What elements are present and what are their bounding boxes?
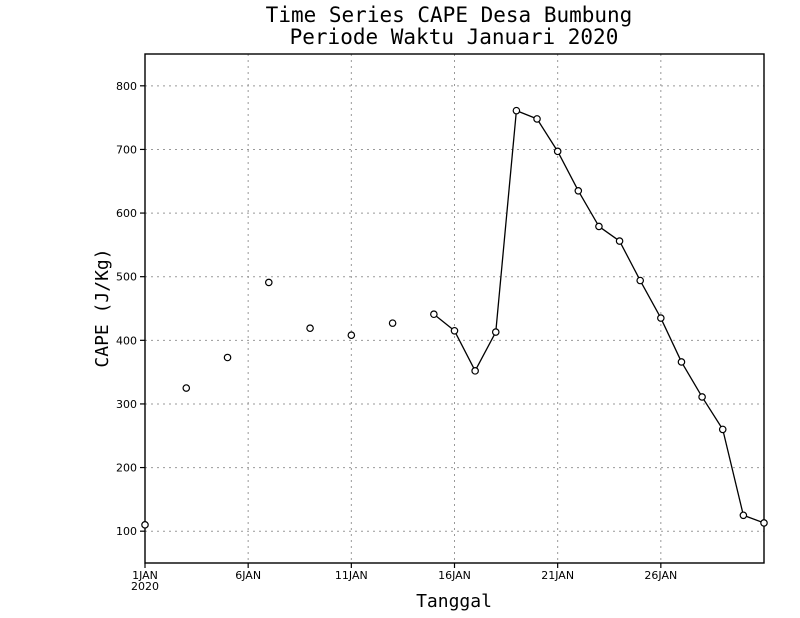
y-tick-label: 200 (116, 462, 137, 475)
data-point (347, 331, 356, 340)
data-point (739, 511, 748, 520)
y-tick-label: 100 (116, 525, 137, 538)
data-point (677, 358, 686, 366)
series-line-segment (557, 151, 579, 192)
y-tick-label: 300 (116, 398, 137, 411)
series-line-segment (577, 190, 600, 227)
grid-lines (145, 54, 764, 563)
y-tick-label: 700 (116, 143, 137, 156)
data-point (264, 278, 273, 287)
y-axis-label: CAPE (J/Kg) (92, 248, 113, 367)
chart-subtitle: Periode Waktu Januari 2020 (290, 25, 619, 49)
data-point (450, 326, 459, 335)
data-point (491, 328, 500, 336)
chart-title: Time Series CAPE Desa Bumbung (266, 3, 633, 27)
data-point (657, 314, 665, 322)
series-line-segment (618, 240, 641, 281)
data-point (512, 106, 521, 115)
data-point (141, 521, 149, 529)
data-point (471, 367, 479, 375)
data-point (182, 384, 191, 392)
plot-frame (144, 53, 765, 564)
series-line-segment (474, 331, 497, 372)
series-line-segment (433, 313, 455, 332)
series-line (433, 110, 765, 524)
series-line-segment (536, 118, 559, 152)
series-line-segment (680, 361, 703, 398)
y-axis-ticks: 100 200 300 400 500 600 700 800 (116, 80, 145, 538)
data-point (223, 353, 232, 362)
x-tick-year-label: 2020 (131, 580, 159, 593)
x-tick-label: 6JAN (235, 569, 261, 582)
data-point (595, 222, 603, 231)
data-point (553, 147, 562, 156)
data-point (306, 324, 314, 333)
data-point (430, 310, 438, 319)
data-point (698, 393, 706, 401)
x-tick-label: 16JAN (438, 569, 471, 582)
series-line-segment (453, 330, 476, 372)
data-point (533, 115, 541, 123)
x-tick-label: 26JAN (644, 569, 677, 582)
y-tick-label: 400 (116, 334, 137, 347)
data-point (615, 237, 624, 245)
x-tick-label: 21JAN (541, 569, 574, 582)
series-line-segment (660, 317, 683, 363)
y-tick-label: 600 (116, 207, 137, 220)
y-tick-label: 800 (116, 80, 137, 93)
series-line-segment (598, 225, 620, 242)
data-point (760, 519, 768, 527)
x-tick-label: 11JAN (335, 569, 368, 582)
data-point (388, 319, 397, 327)
series-points (141, 106, 768, 529)
y-tick-label: 500 (116, 271, 137, 284)
data-point (718, 425, 727, 434)
x-tick-label: 1JAN (132, 569, 158, 582)
x-axis-label: Tanggal (416, 591, 492, 612)
series-line-segment (639, 280, 662, 319)
data-point (574, 186, 583, 195)
data-point (636, 276, 645, 285)
series-line-segment (722, 429, 744, 516)
series-line-segment (495, 110, 518, 333)
series-line-segment (701, 396, 724, 430)
